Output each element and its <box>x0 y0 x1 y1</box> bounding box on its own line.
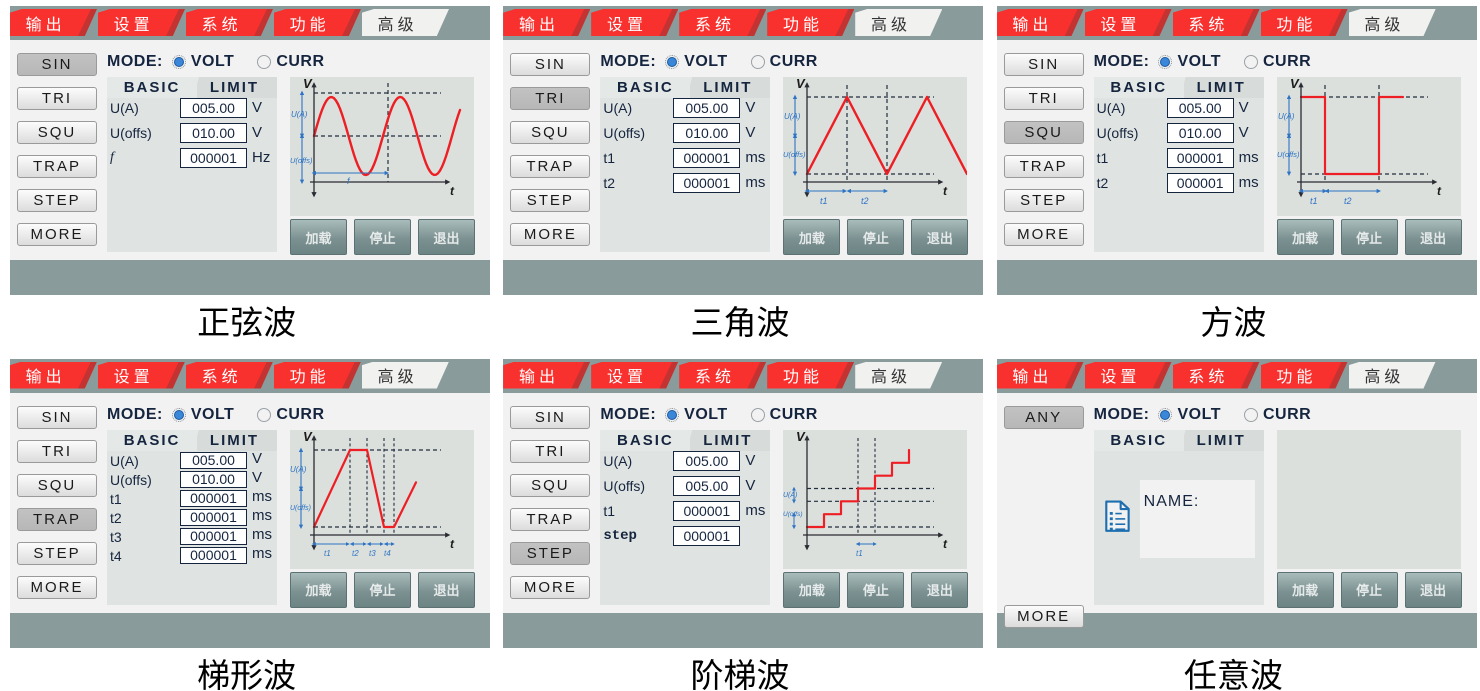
svg-text:t1: t1 <box>1310 196 1318 206</box>
svg-text:f: f <box>347 176 351 186</box>
svg-text:t2: t2 <box>352 549 359 558</box>
svg-text:t4: t4 <box>384 549 391 558</box>
svg-text:U(A): U(A) <box>783 491 797 498</box>
svg-text:U(offs): U(offs) <box>783 150 806 159</box>
svg-text:t: t <box>450 184 455 198</box>
svg-text:t: t <box>943 537 948 551</box>
svg-text:V: V <box>303 430 313 444</box>
svg-text:V: V <box>1290 77 1300 91</box>
svg-text:t1: t1 <box>324 549 331 558</box>
svg-text:U(offs): U(offs) <box>290 505 311 512</box>
svg-text:t1: t1 <box>856 549 863 558</box>
svg-text:U(offs): U(offs) <box>290 156 313 165</box>
svg-text:t: t <box>943 184 948 198</box>
svg-text:t: t <box>450 537 455 551</box>
svg-text:t2: t2 <box>1344 196 1352 206</box>
svg-text:U(A): U(A) <box>784 112 801 121</box>
svg-text:U(A): U(A) <box>1278 112 1295 121</box>
svg-text:V: V <box>796 430 806 444</box>
svg-text:t2: t2 <box>861 196 869 206</box>
svg-text:U(A): U(A) <box>291 110 308 119</box>
svg-text:U(offs): U(offs) <box>1277 150 1300 159</box>
svg-text:t3: t3 <box>369 549 376 558</box>
svg-text:U(A): U(A) <box>290 465 307 474</box>
svg-text:t1: t1 <box>820 196 828 206</box>
svg-text:V: V <box>796 77 806 91</box>
svg-text:V: V <box>303 77 313 91</box>
svg-text:t: t <box>1437 184 1442 198</box>
svg-text:U(offs): U(offs) <box>783 511 803 518</box>
